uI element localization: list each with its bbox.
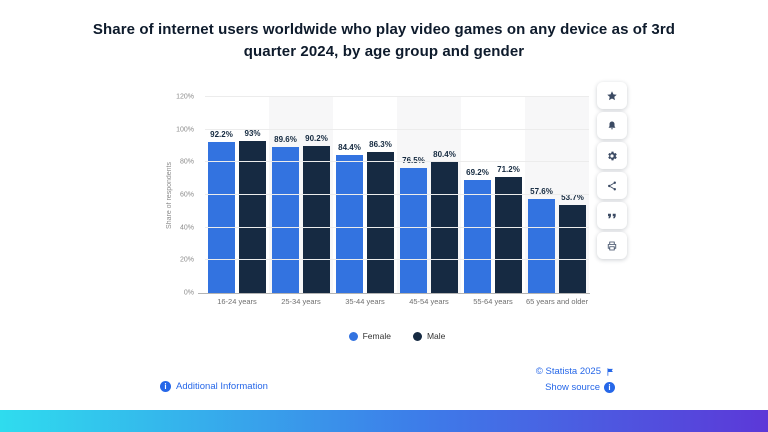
bar-female-45-54-years[interactable]: 76.5% [400,156,427,293]
bar-value-label: 71.2% [497,164,520,174]
bar-male-25-34-years[interactable]: 90.2% [303,134,330,293]
category-band: 92.2% 93% [205,97,269,293]
gridline [205,194,589,195]
bar-female-25-34-years[interactable]: 89.6% [272,135,299,293]
category-band: 57.6% 53.7% [525,97,589,293]
legend-dot [348,331,358,341]
bar-value-label: 80.4% [433,149,456,159]
category-band: 89.6% 90.2% [269,97,333,293]
additional-information-label: Additional Information [176,381,268,392]
x-axis-labels: 16-24 years 25-34 years 35-44 years 45-54 y… [205,297,589,307]
x-axis-label: 16-24 years [217,297,257,306]
chart-toolbar [597,82,627,259]
star-icon [607,90,617,100]
gridline [205,128,589,130]
quote-button[interactable] [597,202,627,229]
y-axis-tick: 40% [179,224,194,232]
share-button[interactable] [597,172,627,199]
additional-information-link[interactable]: Additional Information [160,381,268,392]
bell-button[interactable] [597,112,627,139]
y-axis-tick: 0% [183,289,194,297]
bar-value-label: 76.5% [402,156,425,165]
category-band: 69.2% 71.2% [461,97,525,293]
bar-female-55-64-years[interactable]: 69.2% [464,168,491,293]
bar-female-16-24-years[interactable]: 92.2% [208,130,235,293]
bar-value-label: 84.4% [338,143,361,153]
y-axis-tick: 80% [179,158,194,166]
statista-copyright[interactable]: © Statista 2025 [536,366,615,377]
x-axis-label: 65 years and older [525,297,589,306]
x-axis-line [198,293,590,294]
bar-value-label: 57.6% [530,186,553,196]
flag-icon [605,367,615,377]
gridline [205,226,589,228]
x-axis-label: 45-54 years [409,297,449,306]
legend-item-female[interactable]: Female [348,331,391,341]
bar-value-label: 53.7% [561,193,584,203]
bar-female-65-years-and-older[interactable]: 57.6% [528,187,555,293]
legend-label: Female [362,331,391,341]
copyright-label: © Statista 2025 [535,366,601,377]
x-axis-label: 25-34 years [281,297,321,306]
printer-icon [607,241,617,250]
bar-female-35-44-years[interactable]: 84.4% [336,143,363,293]
legend-label: Male [426,331,446,341]
y-axis-ticks: 0% 20% 40% 60% 80% 100% 120% [158,93,200,297]
bar-male-55-64-years[interactable]: 71.2% [495,165,522,293]
show-source-label: Show source [545,382,600,393]
y-axis-tick: 20% [179,256,194,264]
bar-value-label: 69.2% [466,167,489,177]
legend-item-male[interactable]: Male [412,331,446,341]
y-axis-tick: 120% [176,93,194,101]
gridline [205,96,589,97]
bar-value-label: 86.3% [369,140,392,150]
bar-value-label: 89.6% [274,134,297,144]
x-axis-label: 35-44 years [345,297,385,306]
gridline [205,259,589,261]
bell-icon [608,121,616,129]
star-button[interactable] [597,82,627,109]
legend-dot [412,331,422,341]
y-axis-tick: 60% [179,191,194,199]
share-icon [608,181,616,190]
chart-legend: Female Male [205,331,589,341]
info-icon [160,381,171,392]
gear-icon [608,151,617,160]
bar-value-label: 92.2% [210,130,233,140]
info-icon [604,382,615,393]
show-source-link[interactable]: Show source [545,382,615,393]
bar-male-16-24-years[interactable]: 93% [239,129,266,293]
plot-area: 92.2% 93% 89.6% 90.2% 84.4% 86.3% 76.5% 80.4% 69… [205,96,589,293]
gridline [205,161,589,163]
category-band: 84.4% 86.3% [333,97,397,293]
printer-button[interactable] [597,232,627,259]
brand-gradient-bar [0,410,768,432]
gear-button[interactable] [597,142,627,169]
bar-value-label: 93% [244,129,261,139]
bar-male-35-44-years[interactable]: 86.3% [367,140,394,293]
bar-value-label: 90.2% [305,133,328,143]
bar-male-65-years-and-older[interactable]: 53.7% [559,193,586,293]
y-axis-tick: 100% [176,126,194,134]
category-band: 76.5% 80.4% [397,97,461,293]
quote-icon [608,213,616,218]
footer-right: © Statista 2025 Show source [536,366,615,393]
x-axis-label: 55-64 years [473,297,513,306]
chart-title: Share of internet users worldwide who pl… [92,21,676,60]
